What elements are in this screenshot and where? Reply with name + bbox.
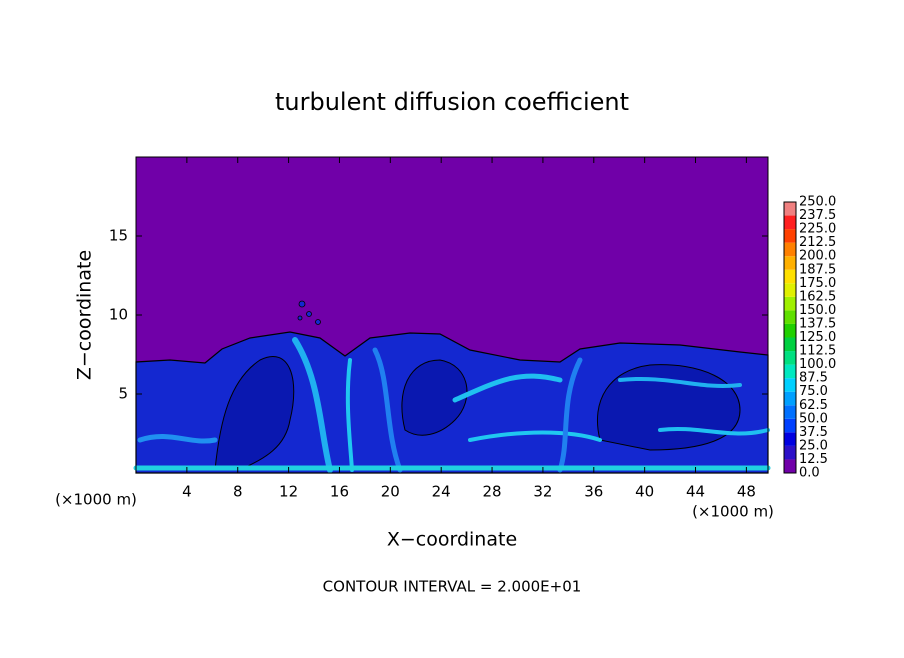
colorbar-swatch xyxy=(784,378,796,392)
colorbar-swatch xyxy=(784,215,796,230)
x-tick-label: 24 xyxy=(432,483,451,501)
x-tick-label: 48 xyxy=(737,483,756,501)
streaks xyxy=(133,337,771,473)
colorbar-label: 187.5 xyxy=(799,262,836,277)
colorbar-label: 12.5 xyxy=(799,452,828,467)
x-tick-label: 28 xyxy=(483,483,502,501)
y-tick-label: 5 xyxy=(118,385,128,403)
chart-title: turbulent diffusion coefficient xyxy=(275,88,629,116)
eddy xyxy=(401,359,468,436)
contour-interval: CONTOUR INTERVAL = 2.000E+01 xyxy=(323,578,582,596)
colorbar-swatch xyxy=(784,229,796,243)
colorbar-swatch xyxy=(784,459,796,473)
x-tick-label: 36 xyxy=(584,483,603,501)
y-tick-label: 15 xyxy=(109,227,128,245)
eddy xyxy=(214,356,295,471)
colorbar-label: 212.5 xyxy=(799,235,836,250)
x-tick-label: 44 xyxy=(686,483,705,501)
colorbar-swatch xyxy=(784,310,796,324)
colorbar-swatch xyxy=(784,283,796,297)
colorbar-label: 225.0 xyxy=(799,222,836,237)
colorbar-swatch xyxy=(784,445,796,460)
y-tick-label: 10 xyxy=(109,306,128,324)
colorbar-label: 25.0 xyxy=(799,438,828,453)
colorbar-swatch xyxy=(784,405,796,419)
colorbar-label: 250.0 xyxy=(799,195,836,210)
x-tick-label: 8 xyxy=(233,483,243,501)
colorbar-label: 237.5 xyxy=(799,208,836,223)
x-tick-label: 12 xyxy=(279,483,298,501)
colorbar-swatch xyxy=(784,337,796,352)
colorbar-label: 162.5 xyxy=(799,289,836,304)
colorbar-swatch xyxy=(784,296,796,311)
x-tick-label: 16 xyxy=(330,483,349,501)
colorbar-swatch xyxy=(784,432,796,446)
colorbar-swatch xyxy=(784,269,796,284)
x-tick-label: 20 xyxy=(381,483,400,501)
x-tick-label: 4 xyxy=(182,483,192,501)
colorbar-swatch xyxy=(784,323,796,338)
eddy xyxy=(596,364,741,451)
x-unit: (×1000 m) xyxy=(692,503,774,521)
colorbar-label: 0.0 xyxy=(799,466,820,481)
colorbar-label: 50.0 xyxy=(799,411,828,426)
colorbar-label: 150.0 xyxy=(799,303,836,318)
colorbar-label: 137.5 xyxy=(799,316,836,331)
blobs xyxy=(297,300,321,325)
colorbar-label: 37.5 xyxy=(799,425,828,440)
colorbar-label: 62.5 xyxy=(799,398,828,413)
colorbar-label: 87.5 xyxy=(799,371,828,386)
x-tick-label: 32 xyxy=(533,483,552,501)
colorbar-label: 112.5 xyxy=(799,344,836,359)
colorbar-swatch xyxy=(784,202,796,216)
colorbar-label: 200.0 xyxy=(799,249,836,264)
y-axis-label: Z−coordinate xyxy=(74,250,96,380)
colorbar-swatch xyxy=(784,418,796,433)
colorbar-label: 100.0 xyxy=(799,357,836,372)
y-unit: (×1000 m) xyxy=(55,491,137,509)
colorbar-swatch xyxy=(784,256,796,270)
colorbar-label: 75.0 xyxy=(799,384,828,399)
colorbar-label: 175.0 xyxy=(799,276,836,291)
x-axis-label: X−coordinate xyxy=(387,529,517,551)
x-tick-label: 40 xyxy=(635,483,654,501)
colorbar-frame xyxy=(783,201,797,474)
colorbar-swatch xyxy=(784,364,796,379)
colorbar-label: 125.0 xyxy=(799,330,836,345)
colorbar-swatch xyxy=(784,242,796,257)
field xyxy=(133,157,771,474)
colorbar-swatch xyxy=(784,351,796,365)
colorbar-swatch xyxy=(784,391,796,406)
